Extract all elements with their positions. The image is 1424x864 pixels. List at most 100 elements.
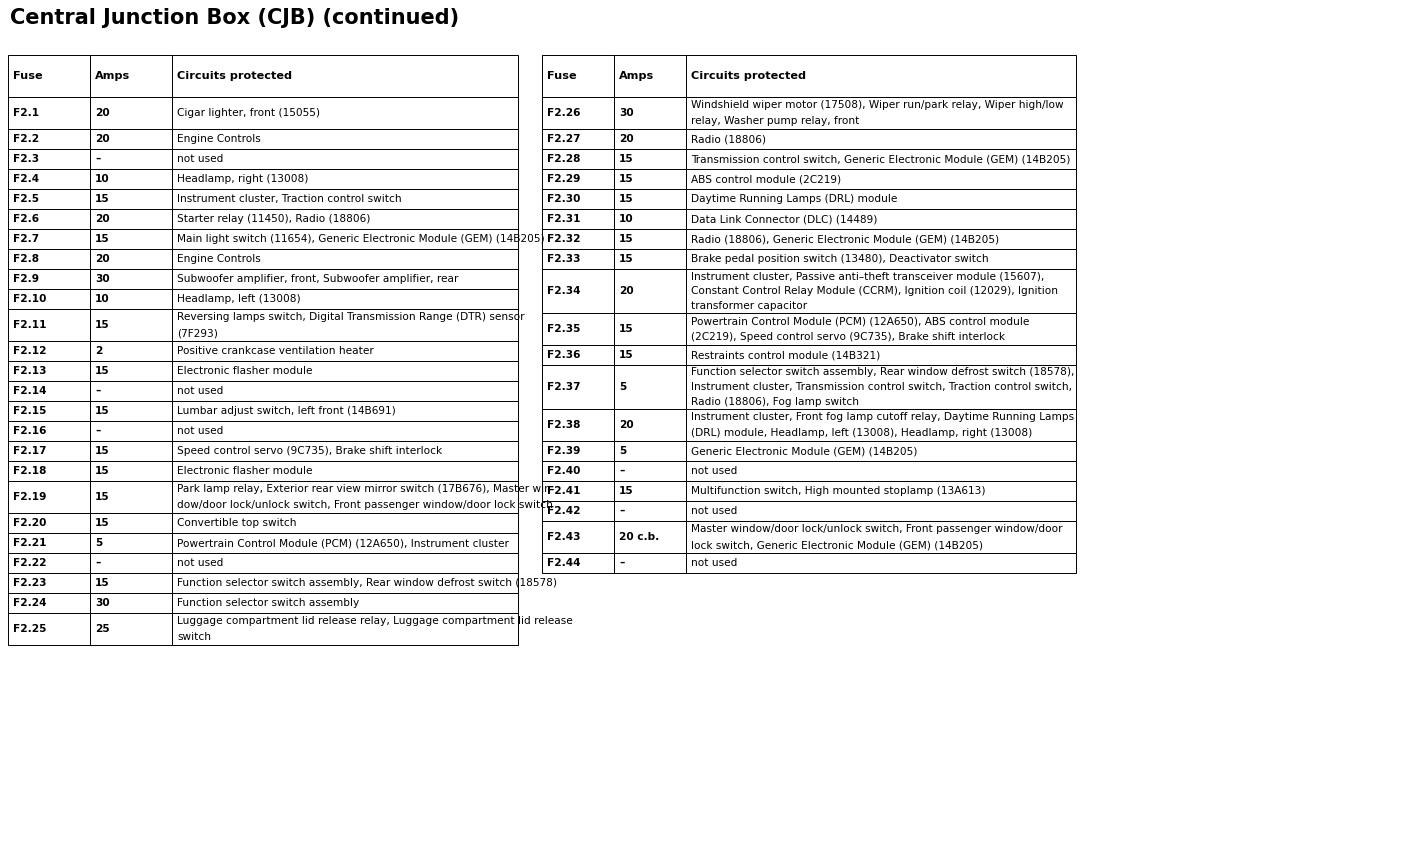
Bar (90, 189, 172, 209)
Text: 15: 15 (95, 492, 110, 502)
Bar (686, 209, 1077, 229)
Bar (543, 189, 614, 209)
Text: relay, Washer pump relay, front: relay, Washer pump relay, front (691, 116, 859, 126)
Text: ABS control module (2C219): ABS control module (2C219) (691, 174, 842, 184)
Text: Data Link Connector (DLC) (14489): Data Link Connector (DLC) (14489) (691, 214, 877, 224)
Text: F2.31: F2.31 (547, 214, 581, 224)
Text: Cigar lighter, front (15055): Cigar lighter, front (15055) (177, 108, 320, 118)
Text: 20: 20 (95, 254, 110, 264)
Text: F2.32: F2.32 (547, 234, 581, 244)
Text: F2.26: F2.26 (547, 108, 581, 118)
Text: not used: not used (177, 558, 224, 568)
Text: –: – (619, 558, 624, 568)
Bar (614, 441, 686, 461)
Bar (172, 129, 518, 149)
Text: F2.43: F2.43 (547, 532, 581, 542)
Bar (90, 513, 172, 533)
Text: 25: 25 (95, 624, 110, 634)
Bar (90, 309, 172, 341)
Text: 20: 20 (619, 134, 634, 144)
Bar (614, 129, 686, 149)
Text: F2.3: F2.3 (13, 154, 38, 164)
Text: Circuits protected: Circuits protected (177, 71, 292, 81)
Text: 15: 15 (619, 234, 634, 244)
Bar (543, 409, 614, 441)
Text: Radio (18806), Generic Electronic Module (GEM) (14B205): Radio (18806), Generic Electronic Module… (691, 234, 1000, 244)
Text: Powertrain Control Module (PCM) (12A650), ABS control module: Powertrain Control Module (PCM) (12A650)… (691, 316, 1030, 326)
Bar (543, 313, 614, 345)
Bar (172, 97, 518, 129)
Text: Fuse: Fuse (13, 71, 43, 81)
Text: F2.36: F2.36 (547, 350, 581, 360)
Text: F2.29: F2.29 (547, 174, 581, 184)
Text: F2.28: F2.28 (547, 154, 581, 164)
Bar (172, 533, 518, 553)
Text: Powertrain Control Module (PCM) (12A650), Instrument cluster: Powertrain Control Module (PCM) (12A650)… (177, 538, 508, 548)
Text: Convertible top switch: Convertible top switch (177, 518, 296, 528)
Bar (614, 481, 686, 501)
Text: 5: 5 (619, 446, 627, 456)
Bar (9, 421, 90, 441)
Bar (172, 249, 518, 269)
Bar (614, 149, 686, 169)
Bar (90, 613, 172, 645)
Text: 20: 20 (619, 286, 634, 296)
Bar (543, 501, 614, 521)
Text: not used: not used (177, 426, 224, 436)
Bar (172, 613, 518, 645)
Text: F2.25: F2.25 (13, 624, 47, 634)
Bar (90, 481, 172, 513)
Bar (686, 521, 1077, 553)
Bar (172, 573, 518, 593)
Text: Instrument cluster, Front fog lamp cutoff relay, Daytime Running Lamps: Instrument cluster, Front fog lamp cutof… (691, 412, 1074, 422)
Bar (543, 553, 614, 573)
Text: 15: 15 (619, 194, 634, 204)
Bar (543, 249, 614, 269)
Text: Amps: Amps (619, 71, 654, 81)
Text: 15: 15 (95, 234, 110, 244)
Bar (172, 441, 518, 461)
Text: F2.40: F2.40 (547, 466, 581, 476)
Text: Radio (18806), Fog lamp switch: Radio (18806), Fog lamp switch (691, 397, 859, 407)
Text: Central Junction Box (CJB) (continued): Central Junction Box (CJB) (continued) (10, 8, 459, 28)
Text: not used: not used (691, 466, 738, 476)
Text: –: – (619, 466, 624, 476)
Text: 15: 15 (95, 446, 110, 456)
Text: F2.12: F2.12 (13, 346, 47, 356)
Text: F2.6: F2.6 (13, 214, 38, 224)
Bar (9, 55, 90, 97)
Text: 15: 15 (95, 194, 110, 204)
Bar (172, 341, 518, 361)
Bar (614, 345, 686, 365)
Text: Lumbar adjust switch, left front (14B691): Lumbar adjust switch, left front (14B691… (177, 406, 396, 416)
Text: F2.37: F2.37 (547, 382, 581, 392)
Bar (9, 97, 90, 129)
Text: 15: 15 (95, 466, 110, 476)
Text: F2.11: F2.11 (13, 320, 47, 330)
Bar (9, 249, 90, 269)
Bar (686, 269, 1077, 313)
Bar (172, 361, 518, 381)
Bar (90, 421, 172, 441)
Bar (90, 341, 172, 361)
Text: 5: 5 (619, 382, 627, 392)
Bar (90, 593, 172, 613)
Text: Reversing lamps switch, Digital Transmission Range (DTR) sensor: Reversing lamps switch, Digital Transmis… (177, 312, 524, 322)
Text: not used: not used (691, 506, 738, 516)
Bar (9, 229, 90, 249)
Text: F2.42: F2.42 (547, 506, 581, 516)
Text: (7F293): (7F293) (177, 328, 218, 338)
Bar (172, 289, 518, 309)
Text: Main light switch (11654), Generic Electronic Module (GEM) (14B205): Main light switch (11654), Generic Elect… (177, 234, 544, 244)
Text: 20 c.b.: 20 c.b. (619, 532, 659, 542)
Bar (9, 533, 90, 553)
Text: 20: 20 (95, 134, 110, 144)
Text: F2.10: F2.10 (13, 294, 47, 304)
Bar (9, 189, 90, 209)
Bar (172, 209, 518, 229)
Text: not used: not used (177, 154, 224, 164)
Text: Master window/door lock/unlock switch, Front passenger window/door: Master window/door lock/unlock switch, F… (691, 524, 1062, 534)
Text: switch: switch (177, 632, 211, 642)
Text: Constant Control Relay Module (CCRM), Ignition coil (12029), Ignition: Constant Control Relay Module (CCRM), Ig… (691, 286, 1058, 296)
Bar (90, 169, 172, 189)
